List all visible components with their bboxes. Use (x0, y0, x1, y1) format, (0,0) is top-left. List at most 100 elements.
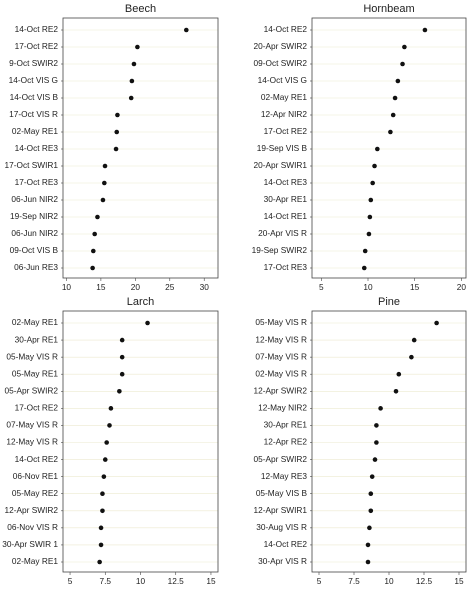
y-tick-label: 14-Oct RE1 (264, 211, 308, 221)
y-tick-label: 14-Oct RE2 (264, 24, 308, 34)
data-point (400, 61, 405, 67)
panel-title: Larch (127, 296, 155, 308)
y-tick-label: 05-Apr SWIR2 (5, 385, 59, 395)
data-point (101, 474, 107, 479)
data-point (367, 525, 372, 531)
x-tick-label: 5 (317, 576, 322, 586)
y-tick-label: 06-Jun NIR2 (11, 194, 58, 204)
y-tick-label: 02-May RE1 (12, 126, 58, 136)
data-point (372, 457, 378, 462)
panel-title: Beech (125, 3, 156, 15)
data-point (119, 337, 125, 343)
data-point (396, 371, 402, 377)
y-tick-label: 06-Jun RE3 (14, 262, 58, 272)
data-point (395, 78, 401, 84)
y-tick-label: 17-Oct RE2 (15, 403, 59, 413)
data-point (119, 354, 125, 360)
y-tick-label: 30-Apr SWIR 1 (2, 539, 58, 549)
data-point (119, 371, 125, 377)
data-point (390, 112, 396, 118)
x-tick-label: 20 (131, 282, 141, 292)
y-tick-label: 06-Nov RE1 (13, 471, 59, 481)
data-point (378, 406, 383, 411)
data-point (114, 129, 120, 135)
data-point (97, 559, 102, 565)
y-tick-label: 12-May VIS R (6, 437, 58, 447)
data-point (370, 180, 375, 186)
y-tick-label: 02-May VIS R (255, 368, 307, 378)
y-tick-label: 30-Aug VIS R (256, 522, 307, 532)
y-tick-label: 20-Apr VIS R (258, 228, 307, 238)
y-tick-label: 14-Oct RE2 (264, 539, 308, 549)
panel-title: Pine (378, 296, 400, 308)
data-point (365, 559, 371, 565)
data-point (104, 440, 109, 445)
data-point (367, 214, 373, 220)
y-tick-label: 12-Apr SWIR2 (254, 385, 308, 395)
y-tick-label: 12-May NIR2 (258, 403, 307, 413)
x-tick-label: 12.5 (168, 576, 185, 586)
y-tick-label: 17-Oct RE3 (264, 262, 308, 272)
y-tick-label: 30-Apr RE1 (264, 420, 308, 430)
y-tick-label: 17-Oct RE2 (15, 41, 59, 51)
data-point (368, 197, 374, 203)
data-point (366, 231, 372, 237)
data-point (184, 27, 189, 33)
y-tick-label: 14-Oct VIS B (10, 92, 59, 102)
data-point (135, 44, 140, 50)
y-tick-label: 20-Apr SWIR1 (254, 160, 308, 170)
data-point (107, 423, 112, 428)
data-point (145, 320, 150, 326)
data-point (369, 474, 375, 479)
y-tick-label: 05-May VIS R (255, 317, 307, 327)
y-tick-label: 02-May RE1 (12, 317, 58, 327)
plot-frame (311, 17, 467, 279)
x-tick-label: 7.5 (348, 576, 360, 586)
y-tick-label: 12-May VIS R (255, 334, 307, 344)
data-point (372, 163, 377, 169)
data-point (100, 491, 105, 497)
x-tick-label: 15 (96, 282, 106, 292)
x-tick-label: 15 (206, 576, 216, 586)
y-tick-label: 14-Oct RE3 (264, 177, 308, 187)
data-point (102, 457, 108, 462)
plot-frame (62, 17, 219, 279)
x-tick-label: 30 (200, 282, 210, 292)
data-point (91, 248, 96, 254)
y-tick-label: 30-Apr RE1 (264, 194, 308, 204)
data-point (434, 320, 439, 326)
data-point (115, 112, 120, 118)
data-point (100, 508, 105, 514)
y-tick-label: 20-Apr SWIR2 (254, 41, 308, 51)
data-point (402, 44, 407, 50)
y-tick-label: 07-May VIS R (255, 351, 307, 361)
y-tick-label: 02-May RE1 (261, 92, 307, 102)
y-tick-label: 17-Oct RE3 (15, 177, 59, 187)
data-point (98, 525, 104, 531)
y-tick-label: 17-Oct RE2 (264, 126, 308, 136)
y-tick-label: 12-May RE3 (261, 471, 307, 481)
y-tick-label: 05-May VIS R (6, 351, 58, 361)
data-point (129, 78, 135, 84)
data-point (361, 265, 367, 271)
y-tick-label: 14-Oct RE2 (15, 454, 59, 464)
panel-pine: Pine 05-May VIS R 12-May VIS R 07-May VIS R… (254, 296, 467, 586)
data-point (117, 388, 122, 394)
data-point (368, 508, 374, 514)
x-tick-label: 12.5 (416, 576, 433, 586)
data-point (365, 542, 371, 548)
x-tick-label: 5 (319, 282, 324, 292)
y-tick-label: 14-Oct RE3 (15, 143, 59, 153)
y-tick-label: 14-Oct RE2 (15, 24, 59, 34)
y-tick-label: 14-Oct VIS G (258, 75, 307, 85)
panel-beech: Beech 14-Oct RE2 17-Oct RE2 9-Oct SWIR2 14-O… (5, 3, 219, 292)
data-point (362, 248, 368, 254)
y-tick-label: 09-Oct SWIR2 (254, 58, 308, 68)
x-tick-label: 10 (62, 282, 72, 292)
data-point (102, 180, 107, 186)
data-point (92, 231, 97, 237)
x-tick-label: 10 (136, 576, 146, 586)
y-tick-label: 09-Oct VIS B (10, 245, 59, 255)
